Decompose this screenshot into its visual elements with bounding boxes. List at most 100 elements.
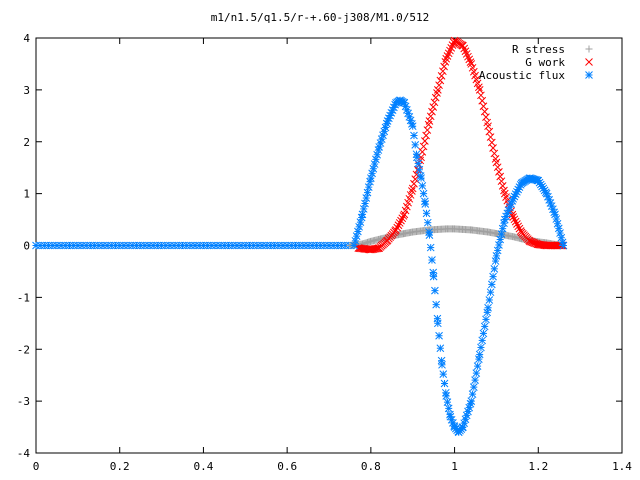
data-point <box>422 209 431 218</box>
data-point <box>429 103 438 111</box>
data-point <box>422 131 430 140</box>
axis-ticks: 0 0.2 0.4 0.6 0.8 1 1.2 1.4 4 3 2 1 0 -1 -2 -3 -4 <box>17 32 633 473</box>
data-point <box>394 221 403 230</box>
data-point <box>490 264 499 273</box>
legend-label: R stress <box>512 43 565 56</box>
data-point <box>435 331 443 340</box>
data-point <box>480 322 489 331</box>
data-point <box>417 174 425 182</box>
data-point <box>425 117 434 125</box>
data-point <box>492 252 501 260</box>
data-point <box>552 215 561 223</box>
data-point <box>485 296 494 304</box>
data-point <box>361 199 369 208</box>
y-tick-label: -3 <box>17 395 30 408</box>
data-point <box>515 224 524 233</box>
data-point <box>418 181 427 190</box>
data-point <box>414 159 423 168</box>
data-point <box>433 86 442 94</box>
data-point <box>435 81 443 90</box>
data-point <box>557 233 566 242</box>
data-point <box>509 213 518 221</box>
data-point <box>495 241 503 249</box>
data-point <box>443 398 452 407</box>
data-point <box>372 155 380 164</box>
data-point <box>513 220 521 228</box>
data-point <box>486 288 495 297</box>
data-point <box>482 315 490 324</box>
data-point <box>364 183 373 191</box>
data-point <box>498 181 507 190</box>
data-point <box>477 343 485 352</box>
data-point <box>420 137 429 145</box>
data-point <box>473 362 482 370</box>
data-point <box>485 127 494 136</box>
data-point <box>554 224 563 233</box>
data-point <box>497 177 506 186</box>
x-tick-label: 0.2 <box>110 460 130 473</box>
x-tick-label: 0.6 <box>277 460 297 473</box>
y-tick-label: 3 <box>23 84 30 97</box>
data-point <box>498 224 507 233</box>
data-point <box>354 227 362 236</box>
data-point <box>392 226 400 234</box>
data-point <box>510 215 519 224</box>
data-point <box>471 376 479 384</box>
data-point <box>487 280 496 289</box>
data-point <box>442 392 451 400</box>
data-point <box>426 112 435 121</box>
data-marks <box>32 36 568 437</box>
data-point <box>436 76 445 85</box>
data-point <box>559 241 568 250</box>
data-point <box>425 231 434 239</box>
data-point <box>497 230 506 238</box>
data-point <box>363 188 372 197</box>
data-point <box>438 67 447 76</box>
data-point <box>486 133 495 141</box>
data-point <box>444 404 453 413</box>
data-point <box>511 217 520 226</box>
data-point <box>419 189 428 198</box>
data-point <box>472 369 481 377</box>
data-point <box>426 243 435 252</box>
data-point <box>421 200 430 208</box>
data-point <box>479 329 488 338</box>
data-point <box>395 219 404 227</box>
x-tick-label: 1.2 <box>528 460 548 473</box>
data-point <box>493 163 502 172</box>
data-point <box>373 150 381 159</box>
data-point <box>484 303 492 312</box>
data-point <box>399 212 408 220</box>
data-point <box>430 98 439 107</box>
legend-marker <box>585 45 593 53</box>
data-point <box>551 210 559 219</box>
data-point <box>477 91 485 100</box>
y-tick-label: 2 <box>23 136 30 149</box>
y-tick-label: -1 <box>17 291 30 304</box>
data-point <box>429 272 438 281</box>
data-point <box>474 355 483 363</box>
data-point <box>467 397 476 405</box>
series-acoustic-flux <box>350 96 568 437</box>
data-point <box>440 379 449 388</box>
data-point <box>356 218 365 227</box>
data-point <box>478 96 487 105</box>
legend-label: G work <box>525 56 565 69</box>
data-point <box>489 272 497 281</box>
y-tick-label: -4 <box>17 447 31 460</box>
y-tick-label: 0 <box>23 240 30 253</box>
data-point <box>483 308 492 317</box>
y-tick-label: -2 <box>17 343 30 356</box>
data-point <box>479 102 488 111</box>
data-point <box>412 170 421 179</box>
data-point <box>514 222 523 231</box>
data-point <box>556 229 564 237</box>
data-point <box>469 383 478 391</box>
data-point <box>492 158 501 167</box>
data-point <box>428 107 436 116</box>
data-point <box>441 58 450 66</box>
y-tick-label: 1 <box>23 188 30 201</box>
data-point <box>351 236 360 245</box>
data-point <box>358 210 367 219</box>
